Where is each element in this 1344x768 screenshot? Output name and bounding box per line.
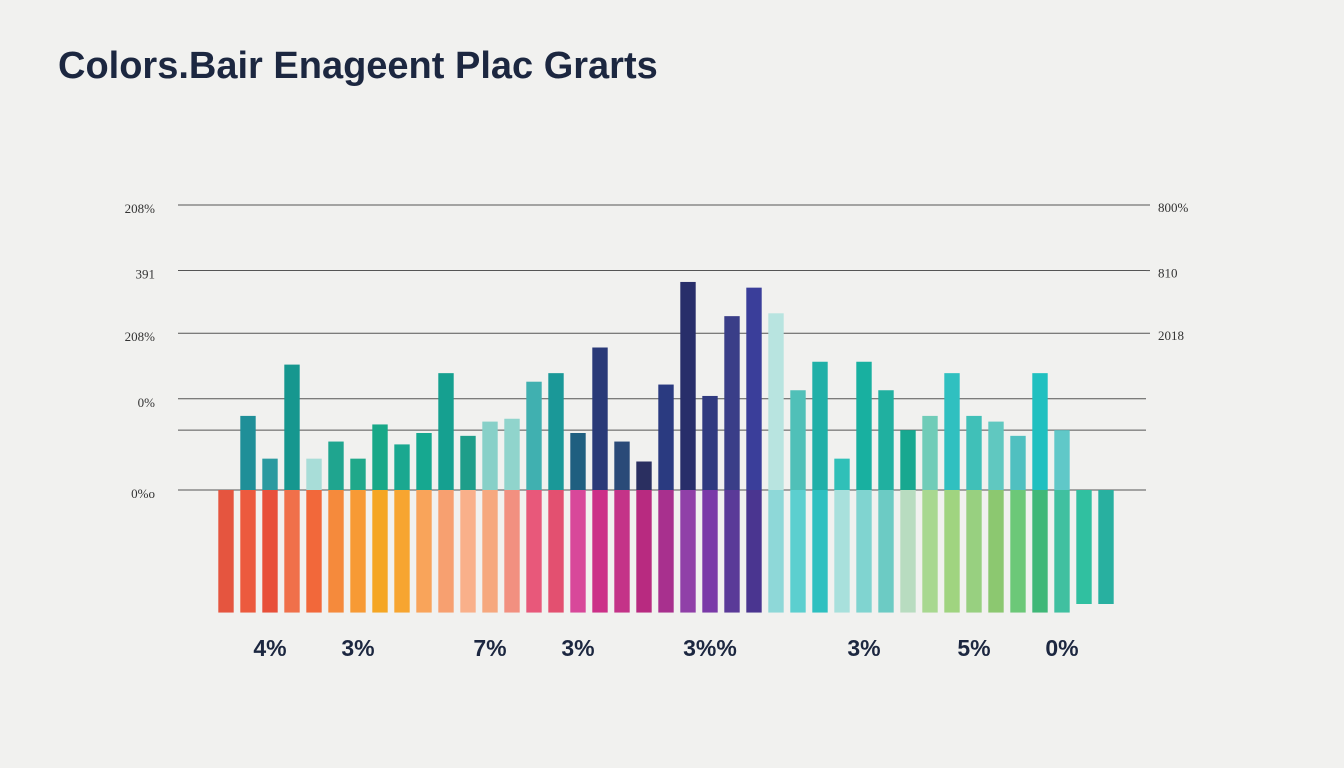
y-tick-label: 208%: [125, 201, 156, 216]
bar: [416, 490, 432, 613]
bar: [504, 490, 520, 613]
bar: [548, 490, 564, 613]
bar: [878, 490, 894, 613]
bar: [790, 390, 806, 490]
bar: [746, 490, 762, 613]
bar: [218, 490, 234, 613]
bar: [526, 381, 542, 490]
bar: [812, 490, 828, 613]
bar: [1076, 490, 1092, 604]
bar: [878, 390, 894, 490]
bar: [482, 490, 498, 613]
bar: [834, 458, 850, 490]
bar: [328, 490, 344, 613]
bar: [768, 313, 784, 490]
bar: [636, 490, 652, 613]
bar: [570, 433, 586, 490]
bar: [614, 490, 630, 613]
y-tick-label: 0%: [138, 395, 156, 410]
bar: [482, 421, 498, 490]
bar: [614, 441, 630, 490]
bar: [988, 490, 1004, 613]
bar: [724, 490, 740, 613]
bar: [768, 490, 784, 613]
bar: [724, 316, 740, 490]
bar: [812, 361, 828, 490]
x-tick-label: 3%: [341, 635, 374, 661]
bar: [504, 418, 520, 490]
bar: [262, 490, 278, 613]
x-tick-label: 3%: [561, 635, 594, 661]
bar: [1098, 490, 1114, 604]
bar: [240, 490, 256, 613]
bar: [592, 347, 608, 490]
bar: [636, 461, 652, 490]
bar: [284, 490, 300, 613]
y2-tick-label: 810: [1158, 266, 1178, 281]
bar: [900, 490, 916, 613]
bar: [526, 490, 542, 613]
bar: [350, 490, 366, 613]
bar: [372, 490, 388, 613]
bar: [548, 373, 564, 490]
bar: [966, 415, 982, 490]
y2-tick-label: 800%: [1158, 200, 1189, 215]
x-tick-label: 3%%: [683, 635, 737, 661]
bar: [944, 373, 960, 490]
bar: [702, 395, 718, 490]
bar: [790, 490, 806, 613]
x-tick-label: 0%: [1045, 635, 1078, 661]
bar: [460, 435, 476, 490]
bar: [262, 458, 278, 490]
bar: [438, 490, 454, 613]
bar: [460, 490, 476, 613]
bar: [856, 361, 872, 490]
bar: [856, 490, 872, 613]
y2-tick-label: 2018: [1158, 328, 1184, 343]
bar: [944, 490, 960, 613]
bar: [680, 281, 696, 490]
bar: [680, 490, 696, 613]
y-tick-label: 0%o: [131, 486, 155, 501]
bar: [1054, 430, 1070, 490]
x-tick-label: 4%: [253, 635, 286, 661]
bar: [1010, 490, 1026, 613]
chart-title: Colors.Bair Enageent Plac Grarts: [58, 45, 658, 87]
bar: [966, 490, 982, 613]
bar: [350, 458, 366, 490]
bar: [240, 415, 256, 490]
bar: [306, 458, 322, 490]
bar: [438, 373, 454, 490]
bar: [328, 441, 344, 490]
bar: [416, 433, 432, 490]
bar: [1010, 435, 1026, 490]
y-tick-label: 208%: [125, 329, 156, 344]
y-tick-label: 391: [136, 267, 156, 282]
bar: [306, 490, 322, 613]
bar: [658, 384, 674, 490]
bar: [284, 364, 300, 490]
bar: [394, 444, 410, 490]
bar: [372, 424, 388, 490]
bar: [922, 490, 938, 613]
bar: [592, 490, 608, 613]
bar: [900, 430, 916, 490]
x-tick-label: 7%: [473, 635, 506, 661]
bar: [988, 421, 1004, 490]
bar: [746, 287, 762, 490]
x-tick-label: 3%: [847, 635, 880, 661]
bar: [834, 490, 850, 613]
x-tick-label: 5%: [957, 635, 990, 661]
bar: [1032, 490, 1048, 613]
bar: [1054, 490, 1070, 613]
bar: [1032, 373, 1048, 490]
bar: [922, 415, 938, 490]
bar: [394, 490, 410, 613]
bar: [658, 490, 674, 613]
bar: [702, 490, 718, 613]
bar: [570, 490, 586, 613]
